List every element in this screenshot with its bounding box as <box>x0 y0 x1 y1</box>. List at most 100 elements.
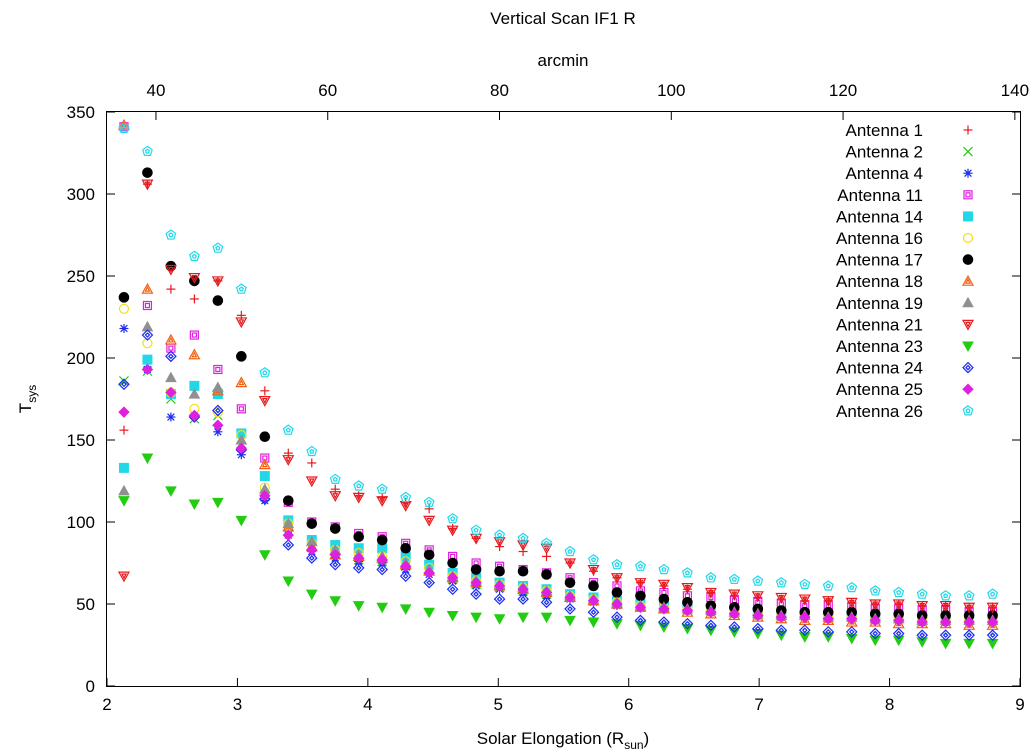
data-point <box>259 471 270 482</box>
legend-marker <box>962 383 974 395</box>
data-point <box>400 542 411 554</box>
legend-label: Antenna 14 <box>836 207 923 226</box>
data-point <box>376 483 388 494</box>
data-point <box>165 229 177 240</box>
data-point <box>235 283 247 294</box>
data-point <box>282 576 295 588</box>
data-point <box>470 588 482 601</box>
legend-item: Antenna 21 <box>836 315 975 334</box>
data-point <box>118 303 130 314</box>
data-point <box>188 250 200 261</box>
data-point <box>587 595 600 607</box>
data-point <box>728 589 741 601</box>
data-point <box>845 626 858 638</box>
data-point <box>376 602 389 614</box>
data-point <box>681 604 694 617</box>
top-tick-label: 140 <box>1001 81 1029 100</box>
data-point <box>963 616 975 628</box>
legend-label: Antenna 2 <box>845 143 923 162</box>
data-point <box>681 567 693 578</box>
data-point <box>728 621 741 633</box>
data-point <box>611 611 623 623</box>
data-point <box>751 622 764 635</box>
data-point <box>118 122 130 134</box>
data-point <box>540 612 553 624</box>
data-point <box>634 578 647 589</box>
x-axis-label-subscript: sun <box>624 738 643 752</box>
legend-item: Antenna 19 <box>836 294 974 313</box>
top-tick-label: 100 <box>657 81 685 100</box>
legend-label: Antenna 4 <box>845 164 923 183</box>
legend-marker <box>961 274 975 286</box>
x-tick-label: 7 <box>754 695 763 714</box>
data-point <box>305 476 318 488</box>
data-point <box>541 569 552 580</box>
legend-marker <box>963 168 973 178</box>
data-point <box>588 580 599 592</box>
data-point <box>399 570 412 582</box>
y-axis-label: Tsys <box>16 385 39 413</box>
data-point <box>986 602 999 614</box>
data-point <box>893 586 905 598</box>
data-point <box>188 499 201 510</box>
data-point <box>329 523 341 534</box>
data-point <box>189 330 199 340</box>
data-point <box>212 419 224 431</box>
legend-marker <box>962 254 974 265</box>
data-point <box>258 396 271 407</box>
data-point <box>493 580 506 592</box>
data-point <box>141 282 154 294</box>
data-point <box>799 578 811 589</box>
data-point <box>165 386 177 399</box>
axes: 2 3 4 5 6 7 8 9 0 50 100 150 200 250 300 350 40 60 80 100 12… <box>67 81 1029 714</box>
data-point <box>916 588 928 599</box>
top-tick-label: 40 <box>146 81 165 100</box>
data-point <box>869 627 882 640</box>
data-point <box>822 613 834 625</box>
data-point <box>118 462 129 473</box>
data-point <box>188 348 201 360</box>
data-point <box>142 300 153 311</box>
top-axis-label: arcmin <box>537 51 588 70</box>
data-point <box>517 532 529 544</box>
data-point <box>165 371 177 383</box>
data-point <box>634 560 646 571</box>
series-7 <box>118 167 998 621</box>
data-point <box>634 601 647 613</box>
data-point <box>564 558 577 570</box>
y-tick-label: 200 <box>67 349 95 368</box>
data-point <box>423 576 436 589</box>
legend-label: Antenna 11 <box>837 186 923 205</box>
data-point <box>728 608 741 620</box>
data-point <box>564 577 576 588</box>
data-point <box>940 590 952 601</box>
data-point <box>963 602 976 614</box>
data-point <box>212 242 224 253</box>
legend-item: Antenna 26 <box>836 402 974 421</box>
top-tick-label: 80 <box>490 81 509 100</box>
data-point <box>259 431 271 443</box>
data-point <box>259 490 271 502</box>
data-point <box>775 624 788 637</box>
data-point <box>822 580 834 591</box>
data-point <box>377 492 387 502</box>
data-point <box>305 552 318 564</box>
data-point <box>119 425 129 435</box>
legend-item: Antenna 17 <box>836 251 974 270</box>
legend: Antenna 1 Antenna 2 Antenna 4 Antenna 11 Ant… <box>836 121 975 421</box>
legend-marker <box>961 319 975 331</box>
data-point <box>213 364 223 375</box>
data-point <box>892 627 905 640</box>
data-point <box>142 167 153 178</box>
data-point <box>282 495 294 506</box>
data-point <box>119 323 129 333</box>
data-point <box>423 515 436 527</box>
data-point <box>329 596 342 607</box>
data-point <box>588 553 599 565</box>
data-point <box>845 597 858 609</box>
data-point <box>681 582 694 594</box>
data-point <box>987 588 999 599</box>
data-point <box>540 586 553 599</box>
data-point <box>141 145 153 157</box>
data-point <box>117 571 130 583</box>
